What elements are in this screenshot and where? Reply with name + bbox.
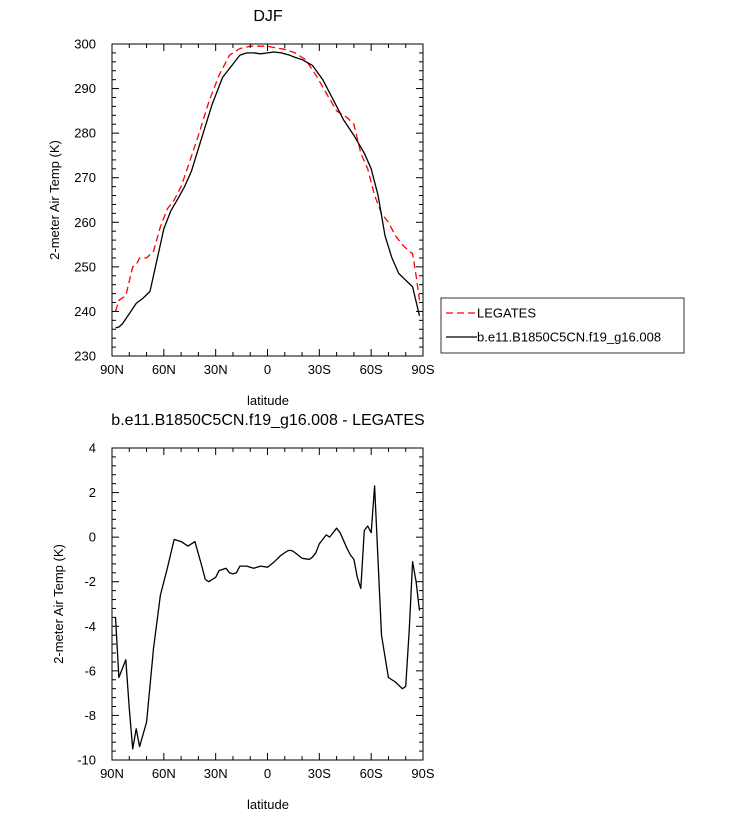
bottom-y-tick-label: -10 [77,753,96,768]
top-x-tick-label: 0 [264,362,271,377]
bottom-x-tick-label: 60S [360,766,383,781]
bottom-chart-xlabel: latitude [247,797,289,812]
top-y-tick-label: 260 [74,215,96,230]
top-chart-legend: LEGATES b.e11.B1850C5CN.f19_g16.008 [440,297,685,354]
bottom-x-tick-label: 0 [264,766,271,781]
top-x-tick-label: 30N [204,362,228,377]
bottom-y-tick-label: 4 [89,441,96,456]
top-chart-xlabel: latitude [247,393,289,408]
top-series-line-1 [115,51,421,329]
top-x-tick-label: 90N [100,362,124,377]
bottom-series-line-0 [114,485,421,750]
top-y-tick-label: 290 [74,81,96,96]
bottom-y-tick-label: -6 [84,663,96,678]
bottom-y-tick-label: -4 [84,619,96,634]
top-y-tick-label: 250 [74,259,96,274]
bottom-x-tick-label: 90N [100,766,124,781]
top-y-tick-label: 230 [74,349,96,364]
bottom-x-tick-label: 30S [308,766,331,781]
top-x-tick-label: 60S [360,362,383,377]
top-y-tick-label: 240 [74,304,96,319]
top-y-tick-label: 270 [74,170,96,185]
bottom-panel-difference-chart: b.e11.B1850C5CN.f19_g16.008 - LEGATES la… [51,412,435,812]
bottom-chart-title: b.e11.B1850C5CN.f19_g16.008 - LEGATES [111,412,424,429]
top-chart-ylabel: 2-meter Air Temp (K) [47,140,62,260]
bottom-x-tick-label: 90S [411,766,434,781]
top-y-tick-label: 300 [74,37,96,52]
bottom-x-tick-label: 60N [152,766,176,781]
legend-label-1: b.e11.B1850C5CN.f19_g16.008 [477,330,661,345]
top-x-tick-label: 90S [411,362,434,377]
top-chart-title: DJF [253,8,283,25]
legend-box [440,297,685,354]
bottom-y-tick-label: 0 [89,530,96,545]
bottom-y-tick-label: -8 [84,708,96,723]
bottom-y-tick-label: 2 [89,485,96,500]
bottom-chart-ylabel: 2-meter Air Temp (K) [51,544,66,664]
legend-label-0: LEGATES [477,306,536,321]
bottom-y-tick-label: -2 [84,574,96,589]
top-x-tick-label: 30S [308,362,331,377]
top-y-tick-label: 280 [74,126,96,141]
bottom-x-tick-label: 30N [204,766,228,781]
top-panel-temperature-chart: DJF latitude 2-meter Air Temp (K) 90N 60N… [47,8,685,408]
top-x-tick-label: 60N [152,362,176,377]
